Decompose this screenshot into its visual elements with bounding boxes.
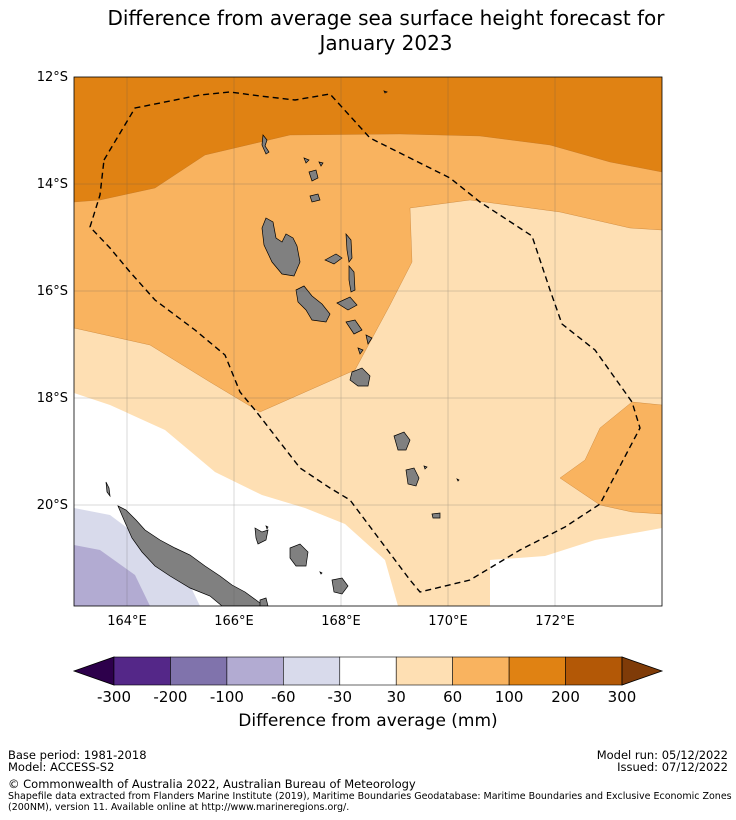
lon-label-164e: 164°E xyxy=(107,614,147,629)
colorbar-tick-label: -300 xyxy=(97,688,131,706)
colorbar-extend-high xyxy=(621,656,664,686)
lon-label-166e: 166°E xyxy=(214,614,254,629)
lat-label-12s: 12°S xyxy=(37,70,68,85)
shapefile-credit-line-2: (200NM), version 11. Available online at… xyxy=(8,802,350,813)
island-pines xyxy=(259,597,269,606)
island-shepherd xyxy=(365,334,373,345)
colorbar: -300 -200 -100 -60 -30 30 60 100 200 300 xyxy=(72,656,664,706)
island-ouvea xyxy=(254,527,269,545)
lon-label-168e: 168°E xyxy=(321,614,361,629)
island-tanna xyxy=(405,467,420,487)
island-epi xyxy=(345,319,363,335)
eez-boundary xyxy=(89,91,641,593)
colorbar-extend-low xyxy=(72,656,115,686)
colorbar-tick-label: -60 xyxy=(271,688,296,706)
gridlines xyxy=(74,77,662,606)
colorbar-tick-label: 60 xyxy=(443,688,462,706)
lon-label-172e: 172°E xyxy=(535,614,575,629)
model-text: Model: ACCESS-S2 xyxy=(8,760,115,774)
title-line-1: Difference from average sea surface heig… xyxy=(107,6,665,30)
band-neutral-south xyxy=(490,528,662,606)
model-run-text: Model run: 05/12/2022 xyxy=(596,748,728,762)
colorbar-tick-label: 200 xyxy=(551,688,580,706)
island-futuna xyxy=(423,465,428,470)
island-ambae xyxy=(324,253,343,265)
colorbar-segment xyxy=(508,656,566,686)
island-belep xyxy=(105,481,111,498)
colorbar-segment xyxy=(170,656,228,686)
shapefile-credit-line-1: Shapefile data extracted from Flanders M… xyxy=(8,791,732,802)
island-walpole xyxy=(319,571,323,575)
copyright-text: © Commonwealth of Australia 2022, Austra… xyxy=(8,777,416,791)
colorbar-tick-label: 300 xyxy=(608,688,637,706)
lat-labels: 12°S 14°S 16°S 18°S 20°S xyxy=(37,70,68,513)
island-ambrym xyxy=(336,296,358,311)
lon-label-170e: 170°E xyxy=(428,614,468,629)
title-line-2: January 2023 xyxy=(319,31,453,55)
lat-label-14s: 14°S xyxy=(37,177,68,192)
colorbar-segment xyxy=(395,656,453,686)
island-shepherd-small xyxy=(357,347,364,355)
footer-left: Base period: 1981-2018 Model: ACCESS-S2 xyxy=(8,749,147,773)
lat-label-18s: 18°S xyxy=(37,391,68,406)
island-mare xyxy=(331,577,349,595)
band-100-200 xyxy=(74,77,662,202)
base-period-text: Base period: 1981-2018 xyxy=(8,748,147,762)
island-aneityum xyxy=(431,512,441,519)
map-frame xyxy=(73,76,663,607)
issued-text: Issued: 07/12/2022 xyxy=(617,760,728,774)
colorbar-tick-label: 30 xyxy=(387,688,406,706)
band-m100-m60 xyxy=(74,545,150,606)
colorbar-tick-label: -100 xyxy=(210,688,244,706)
colorbar-segment xyxy=(339,656,397,686)
colorbar-label: Difference from average (mm) xyxy=(238,711,498,731)
colorbar-tick-label: 100 xyxy=(495,688,524,706)
forecast-field xyxy=(74,77,662,606)
island-lifou xyxy=(289,543,309,567)
island-torres xyxy=(261,134,270,155)
island-mota xyxy=(318,161,324,167)
island-maewo xyxy=(345,232,353,263)
island-loyalty-small xyxy=(265,525,269,530)
band-60-100 xyxy=(74,77,662,412)
shapefile-credit: Shapefile data extracted from Flanders M… xyxy=(8,791,732,813)
island-hunter xyxy=(383,90,388,94)
island-matthew xyxy=(456,478,460,482)
colorbar-tick-label: -30 xyxy=(328,688,353,706)
island-efate xyxy=(349,367,371,387)
island-new-caledonia xyxy=(117,505,265,606)
map-title: Difference from average sea surface heig… xyxy=(0,6,736,56)
colorbar-segment xyxy=(565,656,623,686)
colorbar-segment xyxy=(452,656,510,686)
land xyxy=(105,90,460,606)
island-vanua-lava xyxy=(308,169,319,182)
island-malekula xyxy=(295,285,331,323)
colorbar-segment xyxy=(113,656,171,686)
band-60-100-east xyxy=(560,402,662,514)
island-ureparapara xyxy=(303,157,310,164)
contour-lines xyxy=(74,133,662,515)
lon-labels: 164°E 166°E 168°E 170°E 172°E xyxy=(107,614,575,629)
lat-label-16s: 16°S xyxy=(37,284,68,299)
colorbar-segment xyxy=(283,656,341,686)
island-erromango xyxy=(393,431,411,451)
island-espiritu-santo xyxy=(261,217,301,277)
colorbar-tick-label: -200 xyxy=(153,688,187,706)
footer-right: Model run: 05/12/2022 Issued: 07/12/2022 xyxy=(597,749,728,773)
island-gaua xyxy=(309,193,321,203)
lat-label-20s: 20°S xyxy=(37,498,68,513)
island-pentecost xyxy=(348,265,356,293)
colorbar-segment xyxy=(226,656,284,686)
